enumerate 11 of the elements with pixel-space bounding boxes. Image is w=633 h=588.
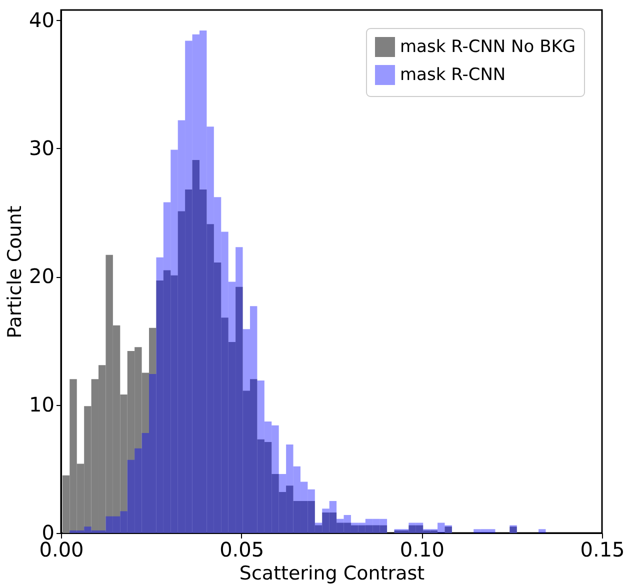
x-axis-title: Scattering Contrast: [239, 562, 425, 584]
x-tick-label: 0.10: [400, 538, 444, 562]
y-tick-label: 20: [29, 264, 54, 288]
x-tick-label: 0.05: [220, 538, 264, 562]
y-tick-label: 40: [29, 8, 54, 32]
x-tick-label: 0.15: [580, 538, 625, 562]
y-axis-title: Particle Count: [4, 206, 26, 338]
y-tick-label: 30: [29, 136, 54, 160]
legend-label: mask R-CNN: [400, 65, 506, 85]
legend-label: mask R-CNN No BKG: [400, 37, 576, 57]
y-tick-label: 10: [29, 392, 54, 416]
